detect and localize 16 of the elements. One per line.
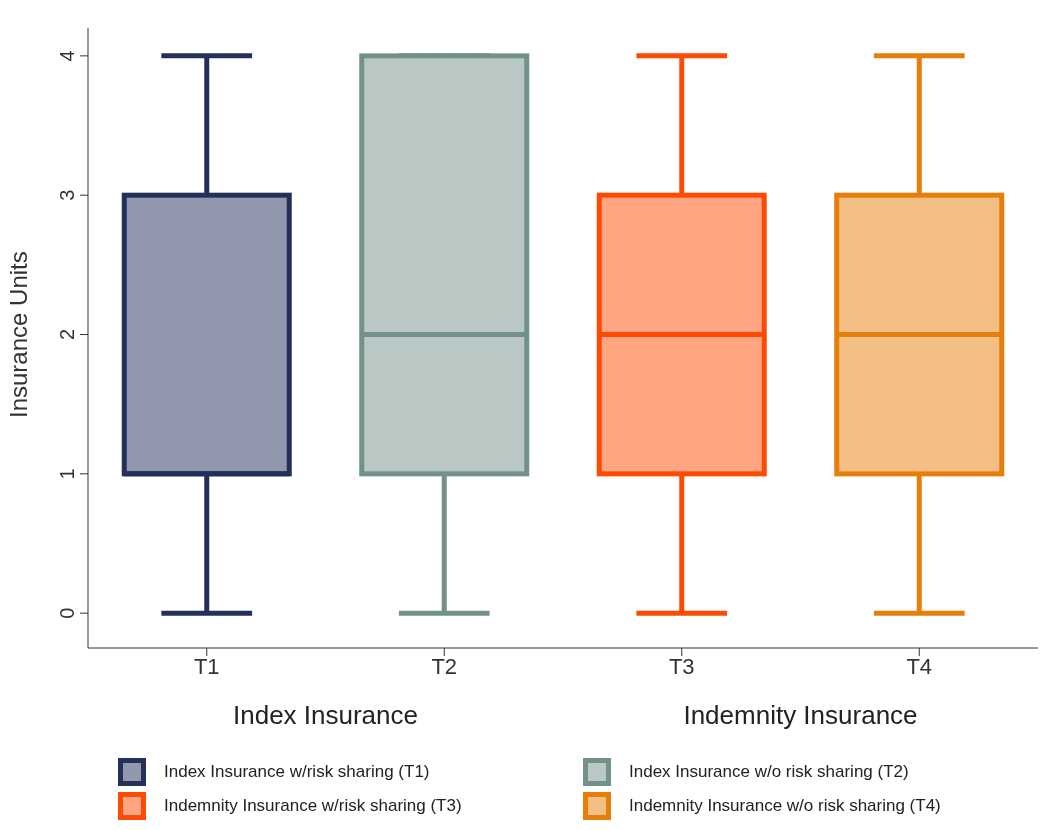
y-tick-label: 1 bbox=[56, 468, 78, 480]
x-tick-label: T1 bbox=[193, 653, 220, 679]
y-tick-label: 0 bbox=[56, 607, 78, 619]
text: Index Insurance bbox=[232, 700, 419, 731]
x-tick-label: T2 bbox=[431, 653, 458, 679]
y-tick-label: 4 bbox=[56, 50, 78, 62]
text: Indemnity Insurance bbox=[682, 700, 919, 731]
legend-label: Indemnity Insurance w/o risk sharing (T4) bbox=[629, 796, 941, 816]
y-axis-title: Insurance Units bbox=[4, 251, 32, 418]
x-tick-label: T3 bbox=[668, 653, 695, 679]
y-tick-label: 2 bbox=[56, 328, 78, 341]
legend-label: Index Insurance w/o risk sharing (T2) bbox=[629, 762, 909, 782]
x-tick-label: T4 bbox=[906, 653, 933, 679]
y-tick-label: 3 bbox=[56, 189, 78, 201]
legend-label: Index Insurance w/risk sharing (T1) bbox=[164, 762, 430, 782]
legend-label: Indemnity Insurance w/risk sharing (T3) bbox=[164, 796, 462, 816]
